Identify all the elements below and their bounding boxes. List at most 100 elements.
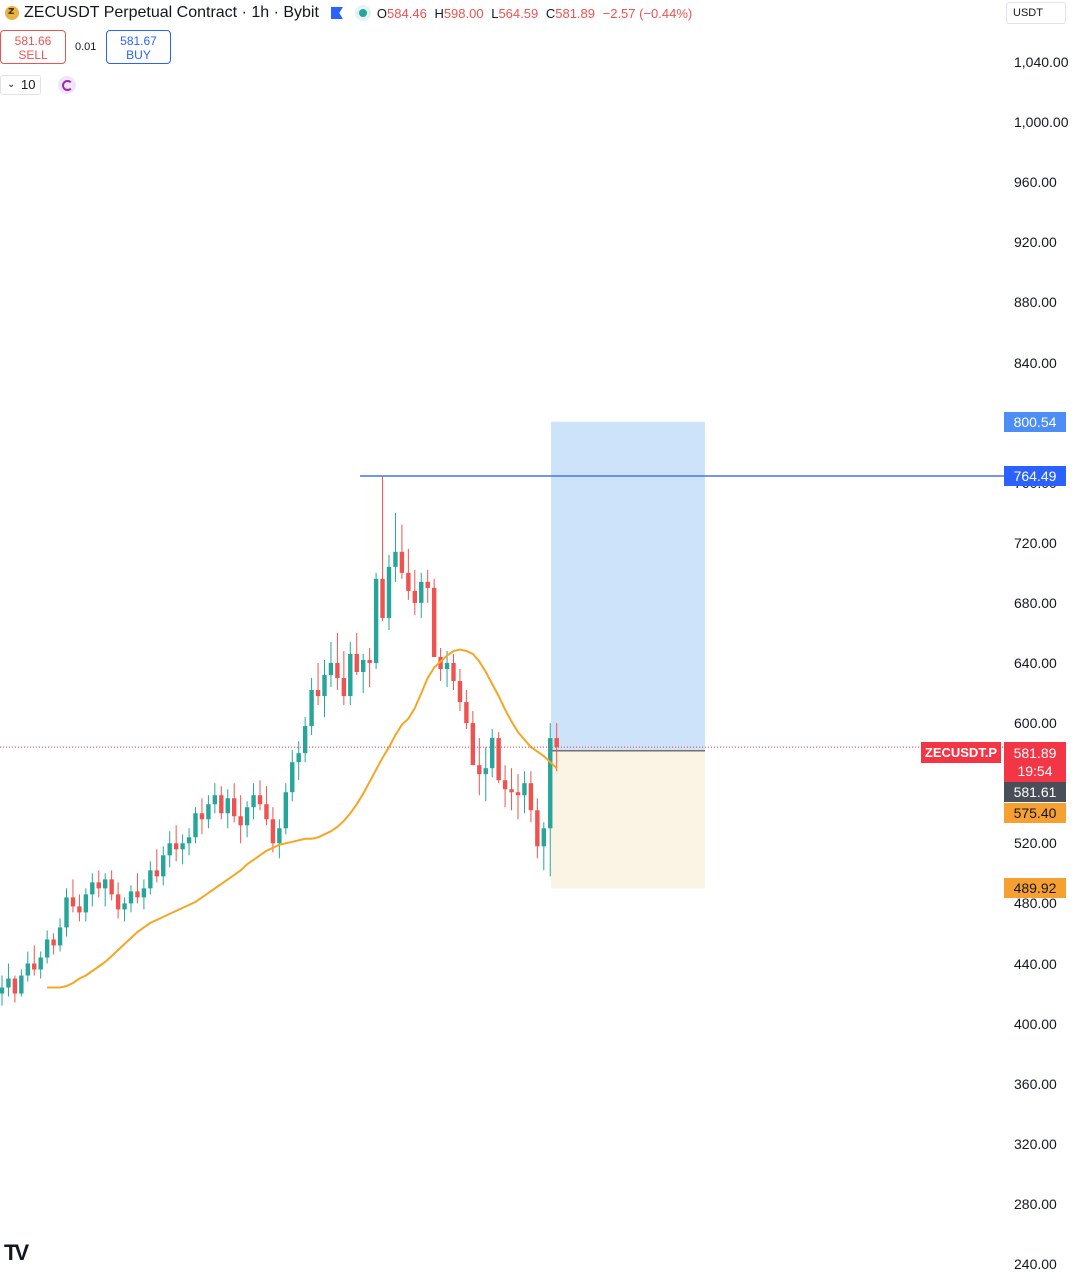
price-axis-tick: 360.00 [1014, 1075, 1057, 1092]
candle-body [457, 681, 463, 703]
candle-body [470, 723, 476, 766]
candle-body [548, 738, 553, 829]
candle-body [270, 819, 276, 844]
candle-body [296, 753, 301, 763]
last-price: 581.89 [1013, 745, 1057, 761]
price-axis-tick: 960.00 [1014, 174, 1057, 191]
candle-body [522, 783, 527, 796]
candle-body [257, 795, 263, 805]
candle-body [109, 879, 114, 895]
candle-body [444, 663, 450, 670]
candle-body [412, 590, 417, 603]
buy-label: BUY [126, 48, 151, 62]
candle-body [464, 702, 469, 724]
candle-body [96, 882, 101, 889]
candle-body [193, 813, 198, 838]
candle-body [541, 828, 546, 847]
candle-body [515, 792, 521, 796]
price-axis-tick: 240.00 [1014, 1256, 1057, 1272]
price-axis-tick: 600.00 [1014, 715, 1057, 732]
quantity-value: 10 [21, 77, 36, 92]
candle-body [19, 975, 24, 994]
price-axis-tick: 280.00 [1014, 1195, 1057, 1212]
candle-body [509, 789, 514, 793]
sync-icon[interactable] [58, 76, 76, 94]
candle-body [554, 738, 559, 748]
candle-body [309, 690, 314, 727]
candle-body [490, 738, 495, 769]
bar-countdown: 19:54 [1017, 763, 1053, 779]
spread-value: 0.01 [75, 41, 97, 53]
candle-body [225, 798, 230, 814]
entry-price-label: 581.61 [1004, 782, 1066, 802]
candle-body [90, 882, 95, 895]
ohlc-open: 584.46 [387, 5, 427, 21]
price-axis-tick: 1,000.00 [1014, 114, 1069, 131]
buy-button[interactable]: 581.67 BUY [106, 30, 171, 64]
candle-body [32, 963, 37, 970]
candle-body [51, 939, 56, 946]
candle-body [38, 957, 43, 970]
candle-body [12, 978, 18, 994]
candle-body [425, 581, 430, 588]
price-axis-tick: 480.00 [1014, 895, 1057, 912]
candle-body [173, 843, 179, 850]
candle-body [406, 572, 411, 591]
candle-body [128, 891, 134, 904]
candle-body [496, 738, 501, 781]
candle-body [141, 888, 147, 898]
candle-body [148, 870, 153, 889]
price-axis-tick: 680.00 [1014, 594, 1057, 611]
symbol-title[interactable]: ZECUSDT Perpetual Contract · 1h · Bybit [24, 4, 319, 21]
candle-body [219, 795, 224, 814]
candle-body [115, 894, 121, 910]
candle-body [341, 678, 347, 697]
flag-icon[interactable] [330, 7, 343, 19]
price-axis-tick: 640.00 [1014, 655, 1057, 671]
candle-body [244, 807, 250, 826]
price-axis-tick: 720.00 [1014, 534, 1057, 551]
currency-selector[interactable]: USDT [1006, 2, 1066, 24]
ohlc-readout: O584.46 H598.00 L564.59 C581.89 −2.57 (−… [376, 5, 693, 21]
candle-body [477, 765, 482, 775]
symbol-tag: ZECUSDT.P [921, 742, 1001, 763]
candle-body [322, 675, 327, 697]
candle-body [335, 663, 340, 679]
price-axis-tick: 520.00 [1014, 835, 1057, 852]
price-axis-tick: 840.00 [1014, 354, 1057, 371]
ohlc-low: 564.59 [498, 5, 539, 21]
quantity-selector[interactable]: ⌄ 10 [0, 75, 41, 95]
price-axis-tick: 320.00 [1014, 1135, 1057, 1152]
candle-body [103, 879, 108, 889]
tradingview-logo[interactable]: TV [4, 1240, 29, 1265]
candle-body [451, 663, 456, 682]
candle-body [70, 897, 76, 907]
ohlc-close: 581.89 [555, 5, 595, 21]
zec-coin-icon [5, 4, 19, 20]
moving-average-line [47, 648, 558, 989]
candle-body [180, 843, 185, 850]
target-price-label: 800.54 [1004, 411, 1066, 432]
sell-button[interactable]: 581.66 SELL [0, 30, 66, 64]
candle-body [419, 581, 424, 603]
candle-body [361, 659, 366, 673]
moving-average-label: 575.40 [1004, 803, 1066, 823]
candle-body [315, 690, 321, 697]
sell-price: 581.66 [14, 34, 52, 48]
sell-label: SELL [18, 48, 48, 62]
candle-body [206, 804, 211, 820]
candle-body [431, 587, 437, 657]
candle-body [83, 894, 89, 913]
stop-zone [551, 750, 705, 889]
candle-body [483, 768, 488, 775]
candle-body [212, 795, 218, 805]
target-zone [551, 421, 705, 751]
last-price-label: 581.89 19:54 [1004, 742, 1066, 782]
candle-body [535, 810, 540, 847]
candle-body [373, 578, 379, 663]
candle-body [154, 870, 159, 877]
horizontal-line-label: 764.49 [1004, 465, 1066, 486]
candle-body [44, 939, 50, 958]
candle-body [354, 653, 359, 673]
